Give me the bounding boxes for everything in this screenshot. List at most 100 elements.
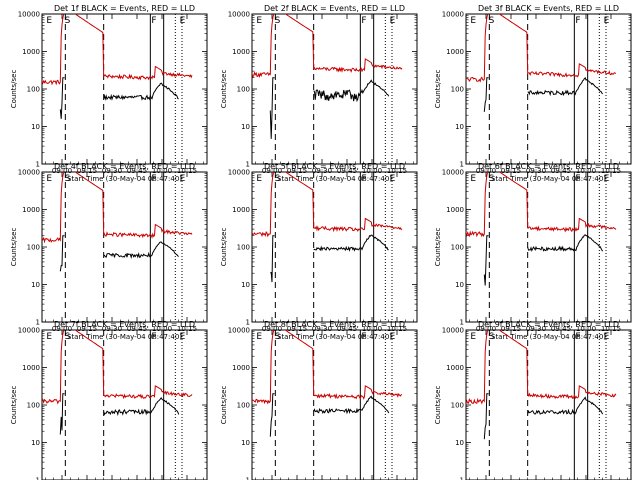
y-tick-label: 100 — [27, 244, 40, 252]
y-tick-label: 10000 — [228, 327, 250, 335]
marker-label: E — [256, 332, 262, 342]
events-series-line — [103, 397, 180, 417]
y-tick-label: 10 — [31, 281, 40, 289]
y-axis-label: Counts/sec — [10, 228, 18, 267]
x-tick-label: 10:15 — [177, 325, 197, 333]
marker-label: E — [256, 174, 262, 184]
panel-title: Det 2f BLACK = Events, RED = LLD — [264, 4, 405, 13]
y-tick-label: 1000 — [446, 48, 464, 56]
marker-label: S — [489, 332, 495, 342]
y-tick-label: 1000 — [232, 48, 250, 56]
x-tick-label: 09:15 — [501, 167, 521, 175]
y-axis-label: Counts/sec — [10, 386, 18, 425]
y-tick-label: 10000 — [442, 11, 464, 19]
marker-label: F — [151, 16, 156, 26]
y-axis-label: Counts/sec — [434, 228, 442, 267]
panel-title: Det 3f BLACK = Events, RED = LLD — [478, 4, 619, 13]
marker-label: E — [46, 332, 52, 342]
events-series-line — [483, 235, 489, 286]
x-tick-label: 09:30 — [526, 167, 546, 175]
panel-title: Det 5f BLACK = Events, RED = LLD — [264, 162, 405, 171]
x-tick-label: 10:00 — [152, 325, 172, 333]
x-tick-label: 09:45 — [551, 325, 571, 333]
y-tick-label: 10 — [241, 439, 250, 447]
y-axis-label: Counts/sec — [434, 70, 442, 109]
panel-4: Det 4f BLACK = Events, RED = LLD 1 10 100 10… — [10, 162, 208, 341]
y-tick-label: 10000 — [18, 11, 40, 19]
y-axis-label: Counts/sec — [10, 70, 18, 109]
x-tick-label: 09:30 — [526, 325, 546, 333]
lld-series-line — [252, 14, 403, 79]
y-tick-label: 1 — [36, 319, 40, 327]
marker-label: S — [275, 174, 281, 184]
x-tick-label: 10:00 — [576, 325, 596, 333]
x-tick-label: 09:00 — [262, 325, 282, 333]
y-tick-label: 1 — [246, 161, 250, 169]
lld-series-line — [466, 14, 617, 83]
y-tick-label: 100 — [451, 402, 464, 410]
events-series-line — [483, 77, 489, 112]
panel-1: Det 1f BLACK = Events, RED = LLD 1 10 100 10… — [10, 4, 208, 183]
marker-label: S — [65, 16, 71, 26]
lld-series-line — [252, 172, 403, 238]
y-tick-label: 10 — [31, 123, 40, 131]
x-tick-label: 09:00 — [52, 167, 72, 175]
y-tick-label: 100 — [451, 86, 464, 94]
events-series-line — [527, 396, 604, 415]
panel-title: Det 6f BLACK = Events, RED = LLD — [478, 162, 619, 171]
x-tick-label: 09:15 — [501, 325, 521, 333]
events-series-line — [313, 79, 390, 103]
marker-label: F — [361, 16, 366, 26]
x-axis-label: Start Time (30-May-04 08:47:40) — [277, 175, 392, 183]
x-tick-label: 09:15 — [287, 325, 307, 333]
x-axis-label: Start Time (30-May-04 08:47:40) — [491, 333, 606, 341]
marker-label: E — [470, 174, 476, 184]
panel-title: Det 9f BLACK = Events, RED = LLD — [478, 320, 619, 329]
x-tick-label: 10:15 — [601, 325, 621, 333]
marker-label: E — [604, 332, 610, 342]
y-tick-label: 1000 — [232, 206, 250, 214]
panel-title: Det 1f BLACK = Events, RED = LLD — [54, 4, 195, 13]
y-tick-label: 1000 — [22, 364, 40, 372]
y-tick-label: 10000 — [442, 169, 464, 177]
marker-label: E — [470, 332, 476, 342]
events-series-line — [313, 395, 390, 415]
events-series-line — [270, 235, 275, 283]
x-tick-label: 09:45 — [127, 167, 147, 175]
marker-label: S — [275, 16, 281, 26]
panel-title: Det 4f BLACK = Events, RED = LLD — [54, 162, 195, 171]
marker-label: E — [470, 16, 476, 26]
y-tick-label: 1 — [460, 161, 464, 169]
y-tick-label: 10 — [455, 281, 464, 289]
marker-label: F — [151, 174, 156, 184]
y-tick-label: 1000 — [446, 206, 464, 214]
panel-9: Det 9f BLACK = Events, RED = LLD11010010… — [434, 320, 632, 480]
x-tick-label: 10:15 — [177, 167, 197, 175]
x-axis-label: Start Time (30-May-04 08:47:40) — [67, 333, 182, 341]
y-axis-label: Counts/sec — [220, 386, 228, 425]
y-axis-label: Counts/sec — [220, 228, 228, 267]
x-tick-label: 10:00 — [152, 167, 172, 175]
x-axis-label: Start Time (30-May-04 08:47:40) — [491, 175, 606, 183]
x-tick-label: 09:45 — [551, 167, 571, 175]
marker-label: E — [390, 16, 396, 26]
y-tick-label: 1 — [36, 477, 40, 480]
panel-2: Det 2f BLACK = Events, RED = LLD 1 10 100 10… — [220, 4, 418, 183]
x-tick-label: 10:00 — [362, 325, 382, 333]
lld-series-line — [466, 330, 617, 405]
marker-label: F — [575, 174, 580, 184]
marker-label: E — [604, 174, 610, 184]
marker-label: E — [604, 16, 610, 26]
y-tick-label: 1 — [460, 477, 464, 480]
events-series-line — [103, 241, 179, 260]
y-tick-label: 10 — [241, 123, 250, 131]
x-tick-label: 09:15 — [77, 325, 97, 333]
marker-label: E — [180, 332, 186, 342]
x-tick-label: 09:00 — [262, 167, 282, 175]
events-series-line — [103, 82, 179, 101]
x-axis-label: Start Time (30-May-04 08:47:40) — [67, 175, 182, 183]
y-tick-label: 10000 — [18, 169, 40, 177]
marker-label: S — [65, 332, 71, 342]
x-tick-label: 10:00 — [362, 167, 382, 175]
panel-title: Det 7f BLACK = Events, RED = LLD — [54, 320, 195, 329]
